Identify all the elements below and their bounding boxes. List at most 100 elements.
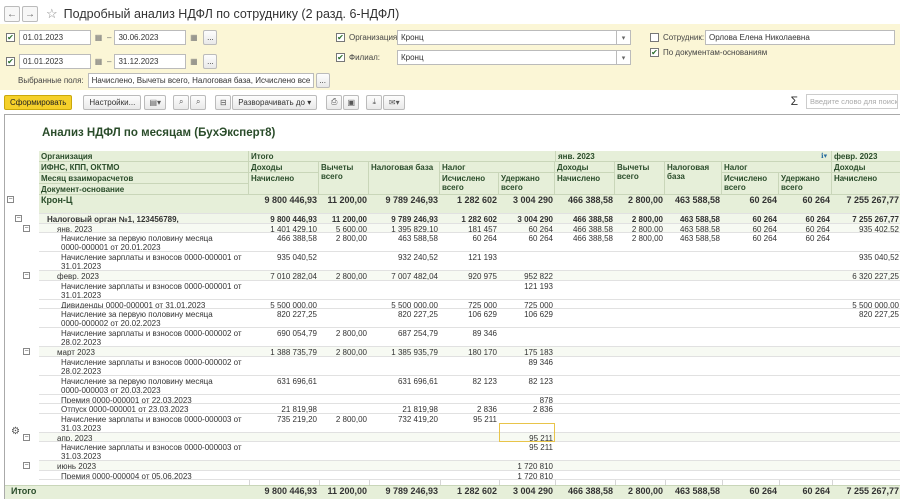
employee-checkbox[interactable] [650,33,659,42]
table-row[interactable] [39,271,900,281]
header-deductions: Вычеты всего [615,162,665,195]
table-row[interactable] [39,233,900,252]
expand-button[interactable]: Разворачивать до ▾ [232,94,318,110]
search-icon[interactable]: ⌕ [173,94,190,110]
chevron-down-icon[interactable]: ▾ [617,30,631,45]
collapse-toggle-icon[interactable]: − [7,196,14,203]
collapse-toggle-icon[interactable]: − [15,215,22,222]
save-icon[interactable]: ⤓ [366,94,383,110]
branch-input[interactable]: Кронц [397,50,617,65]
table-row[interactable] [39,347,900,357]
value-cell [249,281,319,300]
forward-button[interactable]: → [22,6,38,22]
period2-to-input[interactable]: 31.12.2023 [114,54,187,69]
value-cell [615,376,665,395]
filter-icon[interactable]: ℹ▾ [821,153,828,160]
calendar-icon[interactable]: ▦ [94,57,103,66]
search-input[interactable]: Введите слово для поиска [806,94,898,109]
favorite-star-icon[interactable]: ☆ [46,6,58,21]
period2-select-button[interactable]: ... [203,54,218,69]
header-calculated: Исчислено всего [722,173,779,195]
table-row[interactable] [39,413,900,433]
collapse-toggle-icon[interactable]: − [23,462,30,469]
table-row[interactable] [39,442,900,461]
table-row[interactable] [39,432,900,442]
total-value-cell: 3 004 290 [512,486,553,496]
selected-cell[interactable] [499,423,555,442]
row-label: июнь 2023 [55,461,249,471]
value-cell: 2 800,00 [631,215,663,224]
value-cell: 7 255 267,77 [846,195,899,205]
value-cell [499,252,555,271]
generate-button[interactable]: Сформировать [4,94,73,110]
table-row[interactable] [39,394,900,404]
header-tax-base: Налоговая база [369,162,440,195]
calendar-icon[interactable]: ▦ [190,57,198,66]
document-icon[interactable]: ⚙ [11,426,20,437]
period1-from-input[interactable]: 01.01.2023 [19,30,91,45]
period1-to-input[interactable]: 30.06.2023 [114,30,187,45]
value-cell [499,328,555,347]
value-cell: 2 836 [532,405,553,414]
table-row[interactable] [39,356,900,376]
value-cell [615,252,665,271]
table-row[interactable] [39,195,900,214]
table-row[interactable] [39,223,900,233]
sum-icon[interactable]: Σ [790,94,798,108]
row-label: янв. 2023 [55,224,249,234]
period2-checkbox[interactable]: ✔ [6,56,15,66]
mail-icon[interactable]: ✉▾ [383,94,406,110]
employee-input[interactable]: Орлова Елена Николаевна [705,30,895,45]
value-cell: 121 193 [468,253,497,262]
branch-checkbox[interactable]: ✔ [336,52,345,62]
value-cell: 9 789 246,93 [391,215,438,224]
value-cell: 60 264 [749,195,777,205]
value-cell: 1 720 810 [517,462,553,471]
org-checkbox[interactable]: ✔ [336,32,345,42]
row-divider [39,346,900,347]
settings-button[interactable]: Настройки... [83,94,142,110]
collapse-toggle-icon[interactable]: − [23,433,30,441]
table-row[interactable] [39,309,900,328]
chevron-down-icon[interactable]: ▾ [617,50,631,65]
print-icon[interactable]: ⎙ [326,94,343,110]
table-row[interactable] [39,470,900,480]
fields-select-button[interactable]: ... [315,73,330,88]
value-cell: 5 600,00 [335,224,367,233]
table-row[interactable] [39,375,900,395]
table-row[interactable] [39,461,900,471]
calendar-icon[interactable]: ▦ [94,33,103,42]
collapse-icon[interactable]: ⊟ [215,94,232,110]
header-tax-base: Налоговая база [665,162,722,195]
row-label-text: Отпуск 0000-000001 от 23.03.2023 [61,405,189,414]
by-docs-checkbox[interactable]: ✔ [650,47,659,57]
value-cell: 631 696,61 [276,376,317,386]
table-row[interactable] [39,404,900,414]
period1-select-button[interactable]: ... [203,30,218,45]
table-row[interactable] [39,299,900,309]
value-cell: 1 385 935,79 [391,348,438,357]
collapse-toggle-icon[interactable]: − [23,272,30,279]
collapse-toggle-icon[interactable]: − [23,348,30,355]
header-income: Доходы [555,162,615,173]
table-row[interactable] [39,328,900,347]
toolbar: Сформировать Настройки... ▤▾ ⌕ ⌕ ⊟ Разво… [0,91,900,113]
row-divider [39,222,900,224]
back-button[interactable]: ← [4,6,20,22]
value-cell [440,357,499,376]
org-input[interactable]: Кронц [397,30,617,45]
variants-icon[interactable]: ▤▾ [144,94,167,110]
search-next-icon[interactable]: ⌕ [190,94,207,110]
preview-icon[interactable]: ▣ [343,94,360,110]
fields-input[interactable]: Начислено, Вычеты всего, Налоговая база,… [87,73,314,88]
period2-from-input[interactable]: 01.01.2023 [19,54,91,69]
collapse-toggle-icon[interactable]: − [23,224,30,232]
value-cell [615,414,665,433]
table-row[interactable] [39,252,900,271]
table-row[interactable] [39,214,900,224]
table-row[interactable] [39,280,900,300]
value-cell [555,309,615,328]
calendar-icon[interactable]: ▦ [190,33,198,42]
period1-checkbox[interactable]: ✔ [6,32,15,42]
value-cell: 11 200,00 [331,215,367,224]
